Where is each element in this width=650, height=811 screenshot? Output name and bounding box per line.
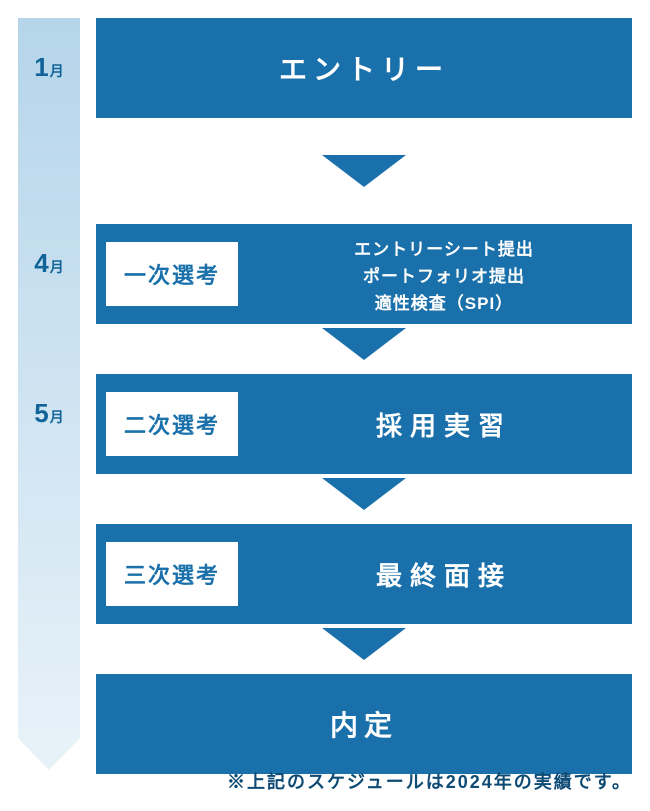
step-first-text: エントリーシート提出 ポートフォリオ提出 適性検査（SPI） — [256, 235, 632, 314]
arrow-gap — [96, 624, 632, 674]
arrow-gap — [96, 118, 632, 224]
footnote: ※上記のスケジュールは2024年の実績です。 — [227, 768, 632, 794]
step-second-text: 採用実習 — [256, 406, 632, 443]
badge-second: 二次選考 — [106, 392, 238, 456]
badge-third: 三次選考 — [106, 542, 238, 606]
step-entry-title: エントリー — [279, 48, 449, 88]
arrow-gap — [96, 474, 632, 524]
arrow-gap — [96, 324, 632, 374]
step-first: 一次選考 エントリーシート提出 ポートフォリオ提出 適性検査（SPI） — [96, 224, 632, 324]
month-label-5: 5月 — [18, 398, 80, 429]
down-arrow-icon — [322, 628, 406, 660]
step-entry: エントリー — [96, 18, 632, 118]
step-third: 三次選考 最終面接 — [96, 524, 632, 624]
down-arrow-icon — [322, 328, 406, 360]
step-final-title: 内定 — [330, 704, 398, 744]
down-arrow-icon — [322, 478, 406, 510]
step-third-text: 最終面接 — [256, 556, 632, 593]
month-label-4: 4月 — [18, 248, 80, 279]
timeline-arrow — [18, 18, 80, 770]
steps-column: エントリー 一次選考 エントリーシート提出 ポートフォリオ提出 適性検査（SPI… — [96, 18, 632, 774]
step-second: 二次選考 採用実習 — [96, 374, 632, 474]
down-arrow-icon — [322, 155, 406, 187]
step-final: 内定 — [96, 674, 632, 774]
month-label-1: 1月 — [18, 52, 80, 83]
badge-first: 一次選考 — [106, 242, 238, 306]
